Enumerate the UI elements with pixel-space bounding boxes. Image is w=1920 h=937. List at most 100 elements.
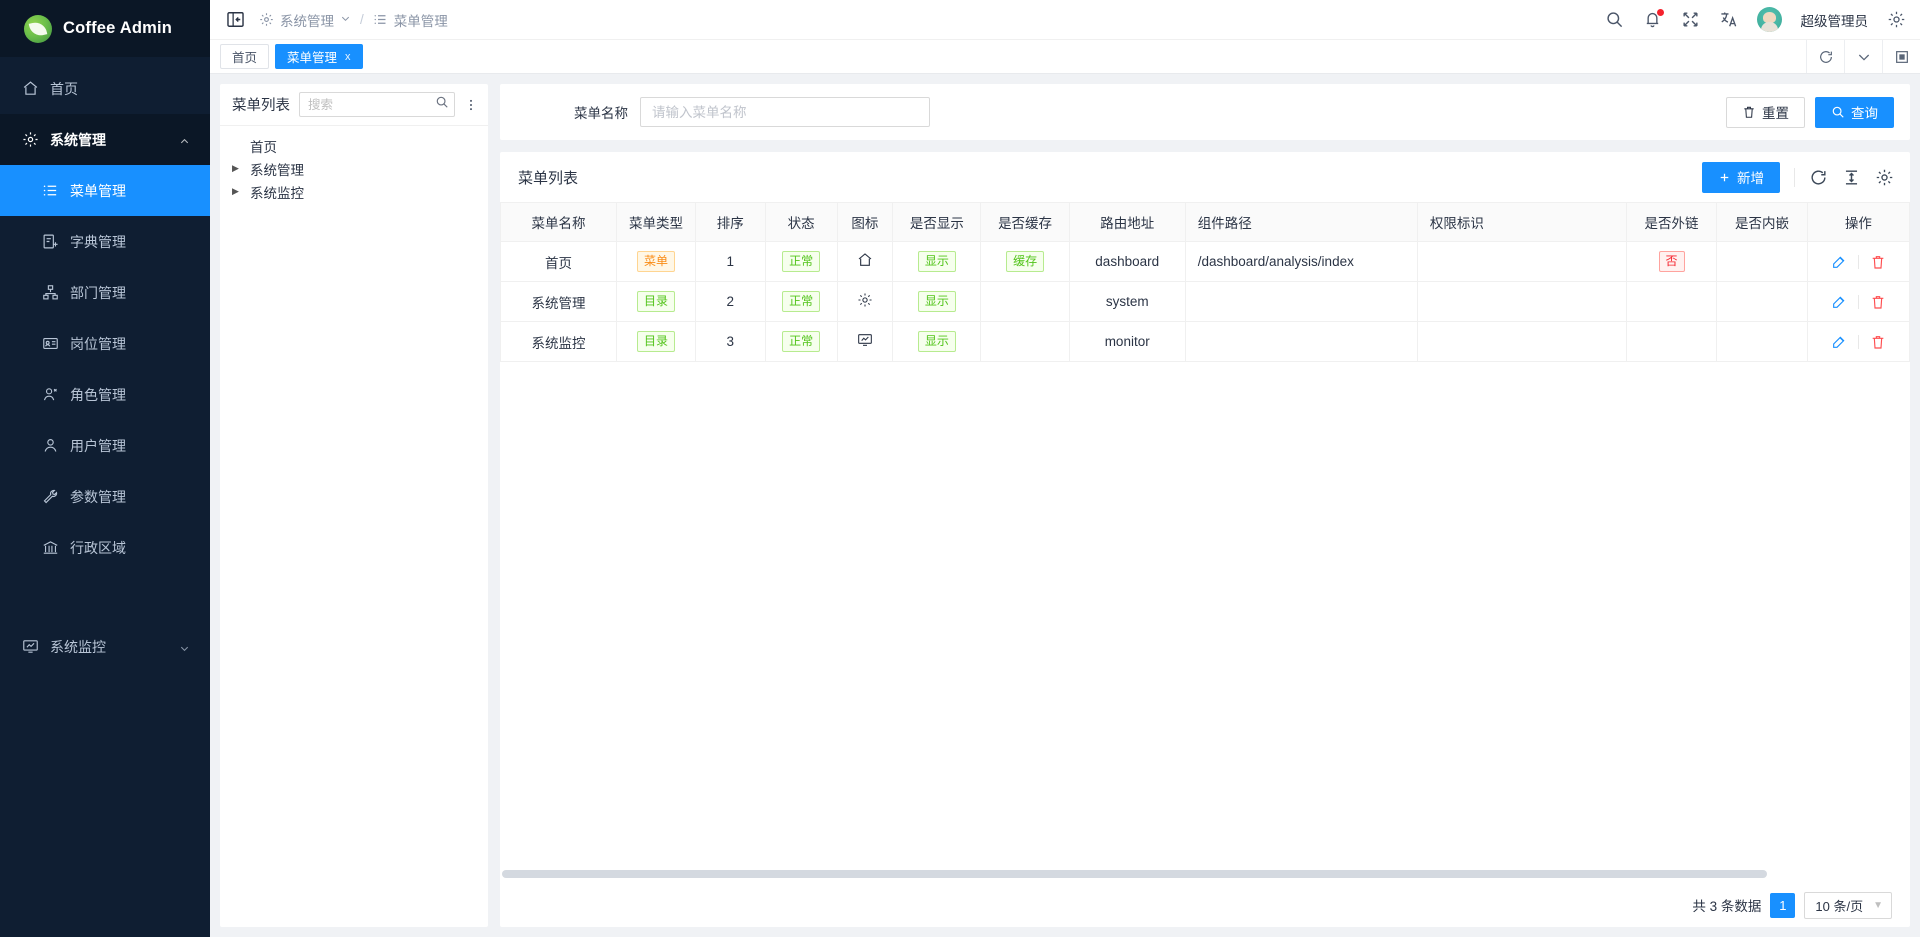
home-icon xyxy=(22,80,39,97)
tree-node-label: 首页 xyxy=(250,139,277,155)
horizontal-scrollbar[interactable] xyxy=(502,869,1908,879)
table-row[interactable]: 首页 菜单 1 正常 显示 缓存 dashboard /dashboard/an… xyxy=(500,241,1910,282)
table-empty-space xyxy=(500,362,1910,869)
table-toolbar: 新增 xyxy=(1702,161,1894,193)
tree-node-home[interactable]: ▶ 首页 xyxy=(220,134,488,157)
col-path: 路由地址 xyxy=(1069,202,1186,242)
col-component: 组件路径 xyxy=(1185,202,1418,242)
dictionary-icon xyxy=(42,233,59,250)
table-row[interactable]: 系统管理 目录 2 正常 显示 system xyxy=(500,281,1910,322)
search-form-buttons: 重置 查询 xyxy=(1726,96,1894,128)
sidebar-item-post-management[interactable]: 岗位管理 xyxy=(0,318,210,369)
cell-iframe xyxy=(1716,321,1808,362)
cell-iframe xyxy=(1716,281,1808,322)
badge-icon xyxy=(42,335,59,352)
table-title: 菜单列表 xyxy=(518,169,579,187)
edit-icon[interactable] xyxy=(1831,294,1847,310)
breadcrumb-item-menu[interactable]: 菜单管理 xyxy=(373,10,448,30)
delete-icon[interactable] xyxy=(1870,294,1886,310)
search-icon[interactable] xyxy=(1605,10,1624,29)
status-badge: 正常 xyxy=(782,291,821,312)
sidebar-item-department-management[interactable]: 部门管理 xyxy=(0,267,210,318)
col-type: 菜单类型 xyxy=(616,202,696,242)
delete-icon[interactable] xyxy=(1870,254,1886,270)
sidebar-label: 字典管理 xyxy=(70,233,126,250)
translate-icon[interactable] xyxy=(1719,10,1738,29)
add-button[interactable]: 新增 xyxy=(1702,161,1780,193)
search-icon xyxy=(1831,105,1845,119)
sidebar-item-home[interactable]: 首页 xyxy=(0,63,210,114)
bell-icon[interactable] xyxy=(1643,9,1664,29)
edit-icon[interactable] xyxy=(1831,254,1847,270)
sidebar-item-system-monitor[interactable]: 系统监控 xyxy=(0,621,210,672)
close-icon[interactable]: x xyxy=(345,50,351,63)
sidebar-item-user-management[interactable]: 用户管理 xyxy=(0,420,210,471)
delete-icon[interactable] xyxy=(1870,334,1886,350)
caret-right-icon[interactable]: ▶ xyxy=(232,163,239,173)
col-actions: 操作 xyxy=(1807,202,1910,242)
breadcrumb: 系统管理 / 菜单管理 xyxy=(259,10,448,30)
breadcrumb-label: 菜单管理 xyxy=(393,13,448,29)
brand-logo[interactable]: Coffee Admin xyxy=(0,0,210,57)
cell-perm xyxy=(1417,241,1627,282)
cell-actions xyxy=(1807,321,1910,362)
tree-node-system-management[interactable]: ▶ 系统管理 xyxy=(220,157,488,180)
col-order: 排序 xyxy=(695,202,766,242)
sidebar-item-administrative-region[interactable]: 行政区域 xyxy=(0,522,210,573)
tab-menu-management[interactable]: 菜单管理 x xyxy=(275,44,363,69)
cell-component xyxy=(1185,321,1418,362)
tree-search-box[interactable] xyxy=(299,92,455,117)
sidebar-item-role-management[interactable]: 角色管理 xyxy=(0,369,210,420)
chevron-down-icon xyxy=(179,641,190,652)
edit-icon[interactable] xyxy=(1831,334,1847,350)
caret-right-icon[interactable]: ▶ xyxy=(232,186,239,196)
query-button[interactable]: 查询 xyxy=(1815,96,1894,128)
collapse-menu-icon[interactable] xyxy=(226,10,245,29)
cell-type: 目录 xyxy=(616,321,696,362)
breadcrumb-item-system[interactable]: 系统管理 xyxy=(259,10,351,30)
col-icon: 图标 xyxy=(837,202,894,242)
refresh-icon[interactable] xyxy=(1806,40,1844,73)
page-size-label: 10 条/页 xyxy=(1815,898,1864,914)
page-size-select[interactable]: 10 条/页 ▼ xyxy=(1804,891,1892,919)
query-label: 查询 xyxy=(1851,106,1878,121)
cell-icon xyxy=(837,321,894,362)
wrench-icon xyxy=(42,488,59,505)
sidebar-item-parameter-management[interactable]: 参数管理 xyxy=(0,471,210,522)
refresh-icon[interactable] xyxy=(1809,168,1828,187)
cell-perm xyxy=(1417,321,1627,362)
gear-icon[interactable] xyxy=(1887,10,1906,29)
menu-table-card: 菜单列表 新增 xyxy=(500,152,1910,927)
reset-button[interactable]: 重置 xyxy=(1726,96,1805,128)
tree-node-system-monitor[interactable]: ▶ 系统监控 xyxy=(220,180,488,203)
cache-tag: 缓存 xyxy=(1006,251,1045,272)
cell-perm xyxy=(1417,281,1627,322)
sidebar-item-menu-management[interactable]: 菜单管理 xyxy=(0,165,210,216)
maximize-icon[interactable] xyxy=(1882,40,1920,73)
cell-status: 正常 xyxy=(765,321,838,362)
menu-tree-panel: 菜单列表 ▶ 首页 ▶ 系统管理 xyxy=(220,84,488,927)
type-tag: 目录 xyxy=(637,331,676,352)
menu-name-input[interactable] xyxy=(640,97,930,127)
more-vertical-icon[interactable] xyxy=(464,98,478,112)
cell-external: 否 xyxy=(1626,241,1718,282)
menu-name-label: 菜单名称 xyxy=(574,106,628,121)
search-icon[interactable] xyxy=(435,95,449,114)
trash-icon xyxy=(1742,105,1756,119)
table-row[interactable]: 系统监控 目录 3 正常 显示 monitor xyxy=(500,321,1910,362)
tab-actions xyxy=(1806,40,1920,73)
chevron-down-icon[interactable] xyxy=(1844,40,1882,73)
settings-icon[interactable] xyxy=(1875,168,1894,187)
avatar[interactable] xyxy=(1756,7,1782,32)
sidebar-item-system-management[interactable]: 系统管理 xyxy=(0,114,210,165)
fullscreen-icon[interactable] xyxy=(1681,10,1700,29)
page-number-1[interactable]: 1 xyxy=(1770,892,1796,918)
sidebar-item-dictionary-management[interactable]: 字典管理 xyxy=(0,216,210,267)
column-height-icon[interactable] xyxy=(1842,168,1861,187)
search-input[interactable] xyxy=(308,97,435,112)
cell-cache xyxy=(980,281,1070,322)
tab-home[interactable]: 首页 xyxy=(220,44,270,69)
table-scroll-area: 菜单名称 菜单类型 排序 状态 图标 是否显示 是否缓存 路由地址 组件路径 xyxy=(500,202,1910,883)
scrollbar-thumb[interactable] xyxy=(502,870,1768,878)
username-label[interactable]: 超级管理员 xyxy=(1800,13,1869,29)
